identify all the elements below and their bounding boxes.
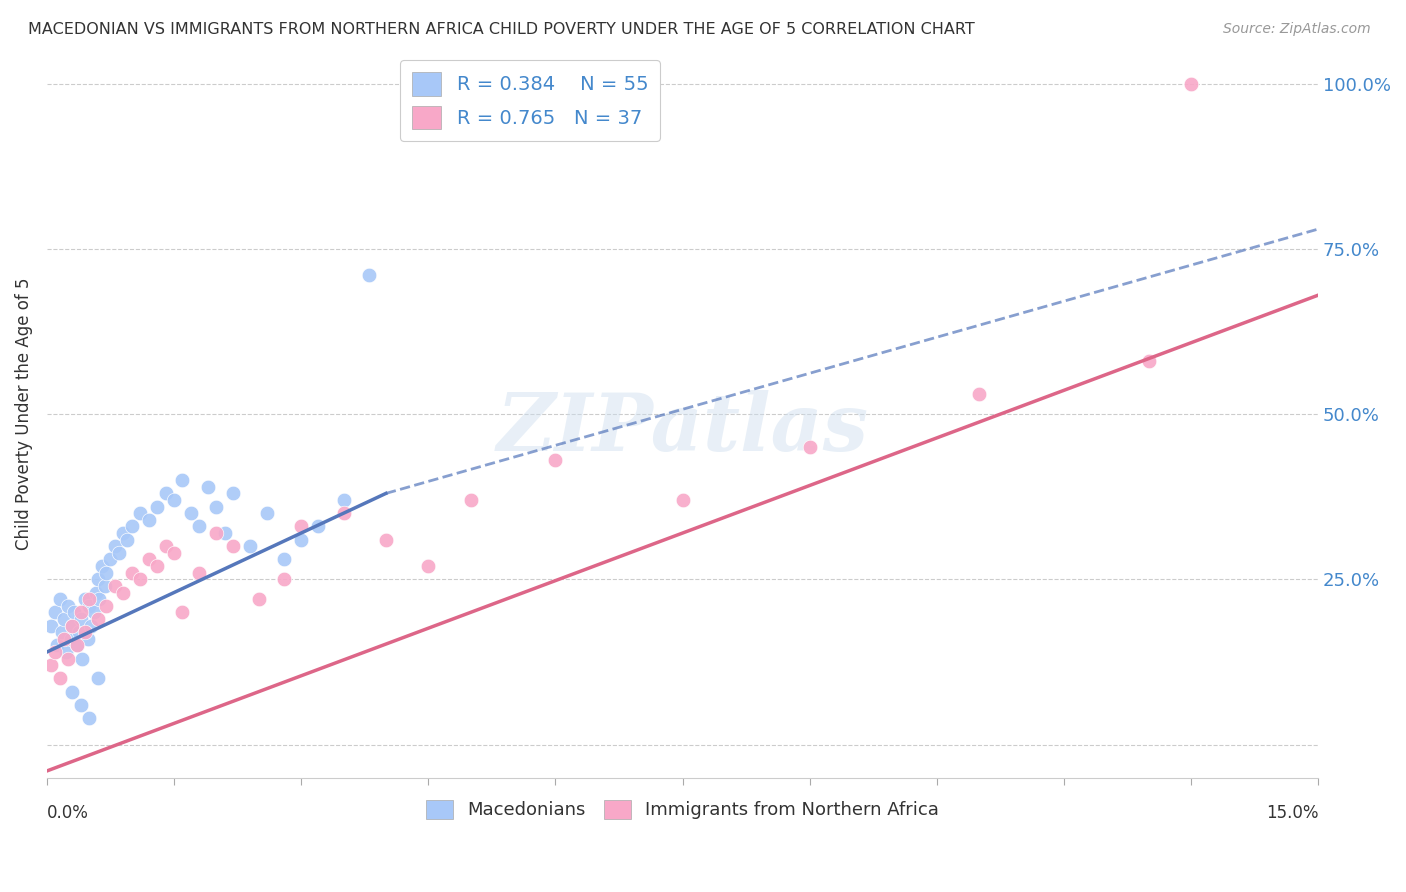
Point [39, 658, 62, 673]
Text: MACEDONIAN VS IMMIGRANTS FROM NORTHERN AFRICA CHILD POVERTY UNDER THE AGE OF 5 C: MACEDONIAN VS IMMIGRANTS FROM NORTHERN A… [28, 22, 974, 37]
Point [247, 592, 270, 607]
Point [100, 552, 122, 566]
Point [155, 539, 177, 553]
Point [172, 606, 194, 620]
Point [129, 506, 152, 520]
Point [239, 539, 262, 553]
Point [59, 632, 82, 646]
Point [89, 592, 111, 607]
Point [332, 506, 354, 520]
Point [52, 632, 75, 646]
Point [332, 493, 354, 508]
Point [76, 632, 98, 646]
Point [84, 585, 107, 599]
Point [214, 526, 236, 541]
Point [96, 566, 118, 580]
Point [46, 639, 69, 653]
Point [65, 639, 87, 653]
Point [1180, 77, 1202, 91]
Point [96, 599, 118, 613]
Point [112, 526, 135, 541]
Point [55, 645, 77, 659]
Point [290, 519, 312, 533]
Point [307, 519, 329, 533]
Point [48, 592, 70, 607]
Point [188, 566, 211, 580]
Point [60, 618, 83, 632]
Point [93, 579, 115, 593]
Point [73, 592, 96, 607]
Point [112, 585, 135, 599]
Point [138, 513, 160, 527]
Point [1137, 354, 1160, 368]
Point [155, 486, 177, 500]
Point [77, 711, 100, 725]
Point [87, 572, 110, 586]
Point [799, 440, 821, 454]
Point [44, 645, 66, 659]
Point [104, 579, 127, 593]
Point [374, 533, 396, 547]
Point [67, 625, 90, 640]
Point [91, 559, 114, 574]
Point [48, 672, 70, 686]
Point [205, 500, 228, 514]
Point [180, 506, 202, 520]
Point [77, 599, 100, 613]
Point [544, 453, 567, 467]
Text: ZIPatlas: ZIPatlas [496, 390, 869, 467]
Point [146, 500, 169, 514]
Point [39, 618, 62, 632]
Point [83, 606, 105, 620]
Point [163, 546, 186, 560]
Point [69, 606, 91, 620]
Point [222, 539, 245, 553]
Point [87, 672, 110, 686]
Point [460, 493, 482, 508]
Text: 15.0%: 15.0% [1265, 804, 1319, 822]
Point [121, 519, 143, 533]
Point [172, 473, 194, 487]
Point [69, 612, 91, 626]
Point [163, 493, 186, 508]
Point [56, 651, 79, 665]
Text: Source: ZipAtlas.com: Source: ZipAtlas.com [1223, 22, 1371, 37]
Point [146, 559, 169, 574]
Point [77, 592, 100, 607]
Point [121, 566, 143, 580]
Point [222, 486, 245, 500]
Point [671, 493, 693, 508]
Point [73, 625, 96, 640]
Point [188, 519, 211, 533]
Point [273, 552, 295, 566]
Point [63, 606, 86, 620]
Point [273, 572, 295, 586]
Point [117, 533, 139, 547]
Point [60, 618, 83, 632]
Point [56, 599, 79, 613]
Point [87, 612, 110, 626]
Y-axis label: Child Poverty Under the Age of 5: Child Poverty Under the Age of 5 [15, 278, 32, 550]
Point [72, 651, 94, 665]
Point [52, 612, 75, 626]
Text: 0.0%: 0.0% [46, 804, 89, 822]
Point [51, 625, 73, 640]
Point [60, 684, 83, 698]
Point [205, 526, 228, 541]
Point [104, 539, 127, 553]
Point [44, 606, 66, 620]
Point [256, 506, 278, 520]
Point [65, 639, 87, 653]
Point [80, 618, 103, 632]
Point [69, 698, 91, 712]
Point [967, 387, 990, 401]
Point [290, 533, 312, 547]
Point [129, 572, 152, 586]
Legend: Macedonians, Immigrants from Northern Africa: Macedonians, Immigrants from Northern Af… [419, 793, 946, 827]
Point [197, 480, 219, 494]
Point [138, 552, 160, 566]
Point [357, 268, 380, 283]
Point [418, 559, 440, 574]
Point [108, 546, 131, 560]
